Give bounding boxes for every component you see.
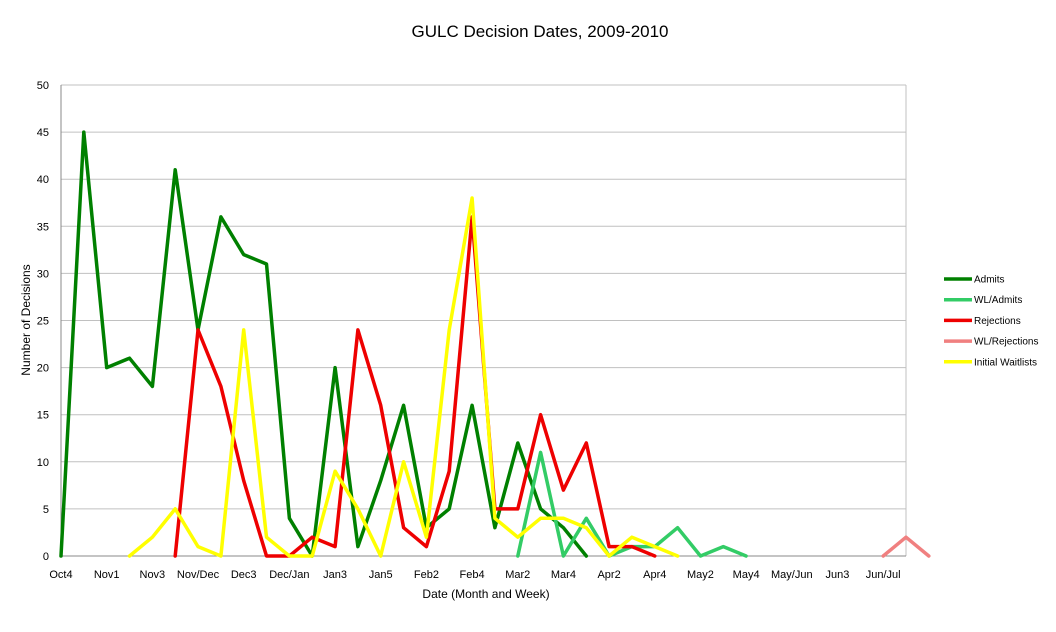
series-lines xyxy=(59,130,931,558)
y-tick-label: 30 xyxy=(37,268,49,280)
x-tick-label: Jan3 xyxy=(323,569,347,581)
y-tick-label: 0 xyxy=(43,551,49,563)
x-tick-label: May4 xyxy=(733,569,760,581)
x-tick-label: Oct4 xyxy=(49,569,72,581)
y-axis-title: Number of Decisions xyxy=(19,264,33,375)
x-tick-label: Jun3 xyxy=(826,569,850,581)
legend-label: WL/Admits xyxy=(974,295,1022,306)
x-tick-label: Dec/Jan xyxy=(269,569,309,581)
y-axis-ticks: 0 5 10 15 20 25 30 35 40 45 50 xyxy=(37,80,49,563)
x-axis-ticks: Oct4 Nov1 Nov3 Nov/Dec Dec3 Dec/Jan Jan3 Jan5 Fe… xyxy=(49,569,900,581)
y-tick-label: 35 xyxy=(37,221,49,233)
y-tick-label: 45 xyxy=(37,127,49,139)
y-tick-label: 10 xyxy=(37,457,49,469)
x-tick-label: Dec3 xyxy=(231,569,257,581)
legend-label: Rejections xyxy=(974,316,1021,327)
x-tick-label: Mar2 xyxy=(505,569,530,581)
x-tick-label: May/Jun xyxy=(771,569,813,581)
legend: Admits WL/Admits Rejections WL/Rejections In… xyxy=(944,275,1038,368)
x-tick-label: Feb2 xyxy=(414,569,439,581)
legend-label: WL/Rejections xyxy=(974,337,1038,348)
grid xyxy=(61,84,907,557)
y-tick-label: 50 xyxy=(37,80,49,92)
chart-title: GULC Decision Dates, 2009-2010 xyxy=(411,22,668,41)
x-axis-title: Date (Month and Week) xyxy=(422,587,549,601)
x-tick-label: Mar4 xyxy=(551,569,576,581)
y-tick-label: 40 xyxy=(37,174,49,186)
series-line-1 xyxy=(516,450,748,558)
y-tick-label: 20 xyxy=(37,363,49,375)
series-line-2 xyxy=(173,215,657,558)
legend-label: Initial Waitlists xyxy=(974,357,1037,368)
x-tick-label: Nov1 xyxy=(94,569,120,581)
series-line-0 xyxy=(59,130,589,558)
x-tick-label: Jun/Jul xyxy=(866,569,901,581)
x-tick-label: Nov/Dec xyxy=(177,569,220,581)
y-tick-label: 25 xyxy=(37,316,49,328)
x-tick-label: Apr4 xyxy=(643,569,666,581)
y-tick-label: 5 xyxy=(43,504,49,516)
series-line-3 xyxy=(881,535,931,558)
x-tick-label: Jan5 xyxy=(369,569,393,581)
series-line-4 xyxy=(127,196,680,558)
x-tick-label: Feb4 xyxy=(460,569,485,581)
x-tick-label: Nov3 xyxy=(140,569,166,581)
legend-label: Admits xyxy=(974,275,1005,286)
x-tick-label: Apr2 xyxy=(597,569,620,581)
y-tick-label: 15 xyxy=(37,410,49,422)
x-tick-label: May2 xyxy=(687,569,714,581)
